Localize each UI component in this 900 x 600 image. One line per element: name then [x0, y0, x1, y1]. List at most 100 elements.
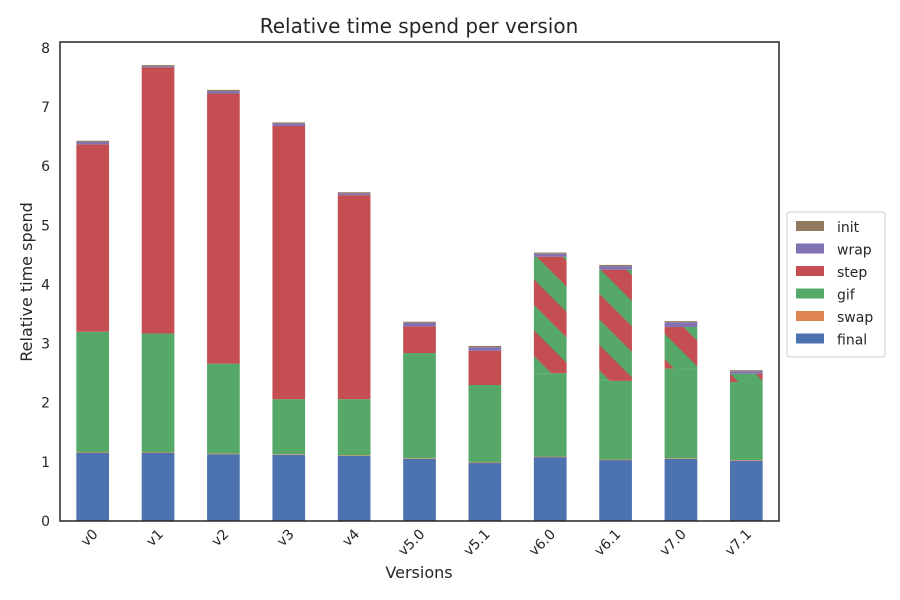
bar-segment-wrap-v6-0 [533, 253, 567, 257]
bar-segment-final-v4 [337, 455, 371, 521]
bar-segment-wrap-v0 [76, 141, 110, 145]
bar-segment-step-v7-1 [729, 373, 763, 383]
bar-segment-swap-v2 [207, 453, 240, 455]
bar-segment-gif-v7-0 [664, 368, 698, 459]
legend-label-step: step [837, 265, 867, 281]
bar-segment-step-v0 [76, 144, 110, 332]
legend-label-final: final [837, 333, 867, 349]
bar-segment-swap-v7-0 [664, 458, 698, 459]
bar-segment-final-v2 [207, 454, 240, 521]
bar-segment-init-v0 [76, 140, 110, 142]
bar-segment-gif-v5-0 [403, 353, 436, 459]
bar-segment-init-v6-0 [533, 252, 567, 254]
bar-segment-swap-v6-1 [599, 459, 632, 461]
bar-segment-gif-v2 [207, 363, 240, 454]
bar-segment-swap-v3 [272, 454, 306, 455]
x-tick-label: v6.0 [526, 527, 559, 560]
bar-segment-wrap-v5-0 [403, 322, 436, 327]
bar-segment-step-v2 [207, 93, 240, 364]
chart-title: Relative time spend per version [260, 14, 579, 38]
y-tick-label: 2 [41, 396, 50, 412]
bar-segment-wrap-v2 [207, 91, 240, 94]
x-tick-label: v4 [339, 526, 363, 550]
legend-swatch-init [796, 221, 824, 231]
legend-swatch-final [796, 333, 824, 344]
bar-segment-final-v6-0 [533, 457, 567, 521]
bar-segment-gif-v4 [337, 399, 371, 456]
bar-segment-final-v7-1 [729, 460, 763, 521]
legend-swatch-gif [796, 288, 824, 299]
y-tick-label: 3 [41, 337, 50, 353]
bar-segment-step-v5-0 [403, 326, 436, 354]
bar-segment-wrap-v7-1 [729, 371, 763, 374]
x-tick-label: v0 [78, 527, 101, 550]
legend-swatch-wrap [796, 243, 824, 254]
bar-segment-final-v1 [141, 452, 175, 521]
bar-segment-step-v6-0 [533, 256, 567, 374]
bar-segment-gif-v6-0 [533, 373, 567, 457]
bar-segment-init-v2 [207, 89, 240, 92]
bar-segment-wrap-v4 [337, 193, 371, 196]
x-tick-label: v2 [209, 527, 232, 550]
legend-label-swap: swap [837, 310, 873, 326]
bar-segment-swap-v0 [76, 452, 110, 453]
bar-segment-swap-v5-1 [468, 462, 502, 464]
y-tick-label: 1 [41, 455, 50, 471]
x-tick-label: v5.0 [395, 527, 428, 560]
bar-segment-final-v5-1 [468, 463, 502, 521]
bar-segment-wrap-v7-0 [664, 322, 698, 328]
bar-segment-final-v3 [272, 454, 306, 521]
bar-segment-init-v7-0 [664, 321, 698, 323]
x-tick-label: v6.1 [591, 527, 624, 560]
y-axis-ticks: 0 1 2 3 4 5 6 7 8 [41, 41, 50, 530]
bar-segment-wrap-v3 [272, 123, 306, 126]
bar-segment-wrap-v6-1 [599, 266, 632, 270]
bar-segment-init-v3 [272, 122, 306, 124]
bar-segment-step-v6-1 [599, 269, 632, 381]
x-axis-ticks: v0 v1 v2 v3 v4 v5.0 v5.1 v6.0 v6.1 v7.0 v7.1 [78, 526, 755, 559]
bar-segment-wrap-v5-1 [468, 347, 502, 351]
bar-segment-step-v4 [337, 195, 371, 400]
bar-segment-step-v1 [141, 67, 175, 334]
x-tick-label: v5.1 [461, 527, 494, 560]
legend-swatch-step [796, 266, 824, 276]
bar-segment-gif-v7-1 [729, 382, 763, 461]
legend-label-init: init [837, 220, 860, 236]
bar-segment-init-v7-1 [729, 370, 763, 372]
plot-area [76, 65, 763, 521]
y-tick-label: 5 [41, 218, 50, 234]
legend-swatch-swap [796, 311, 824, 321]
bar-segment-init-v6-1 [599, 264, 632, 267]
bar-segment-gif-v1 [141, 333, 175, 453]
x-tick-label: v7.0 [657, 527, 690, 560]
bar-segment-init-v4 [337, 192, 371, 194]
bar-segment-swap-v5-0 [403, 458, 436, 459]
y-tick-label: 6 [41, 159, 50, 175]
plot-frame [59, 41, 780, 522]
bar-segment-final-v5-0 [403, 458, 436, 521]
bar-segment-swap-v6-0 [533, 456, 567, 458]
x-axis-label: Versions [385, 563, 452, 582]
bar-segment-step-v3 [272, 125, 306, 400]
y-tick-label: 8 [41, 41, 50, 57]
bar-segment-gif-v3 [272, 399, 306, 455]
bar-segment-swap-v7-1 [729, 460, 763, 461]
bar-segment-final-v7-0 [664, 458, 698, 521]
bar-segment-gif-v0 [76, 331, 110, 453]
legend-label-gif: gif [837, 288, 856, 304]
y-axis-label: Relative time spend [17, 202, 36, 361]
y-tick-label: 4 [41, 277, 50, 293]
y-tick-label: 0 [41, 514, 50, 530]
y-tick-label: 7 [41, 100, 50, 116]
x-tick-label: v3 [274, 527, 297, 550]
bar-segment-step-v5-1 [468, 350, 502, 385]
bar-segment-final-v6-1 [599, 460, 632, 521]
bar-segment-swap-v4 [337, 455, 371, 456]
bar-segment-init-v5-1 [468, 345, 502, 348]
legend-label-wrap: wrap [837, 243, 872, 259]
x-tick-label: v1 [143, 527, 166, 550]
x-tick-label: v7.1 [722, 527, 755, 560]
bar-segment-final-v0 [76, 452, 110, 521]
bar-segment-wrap-v1 [141, 66, 175, 68]
